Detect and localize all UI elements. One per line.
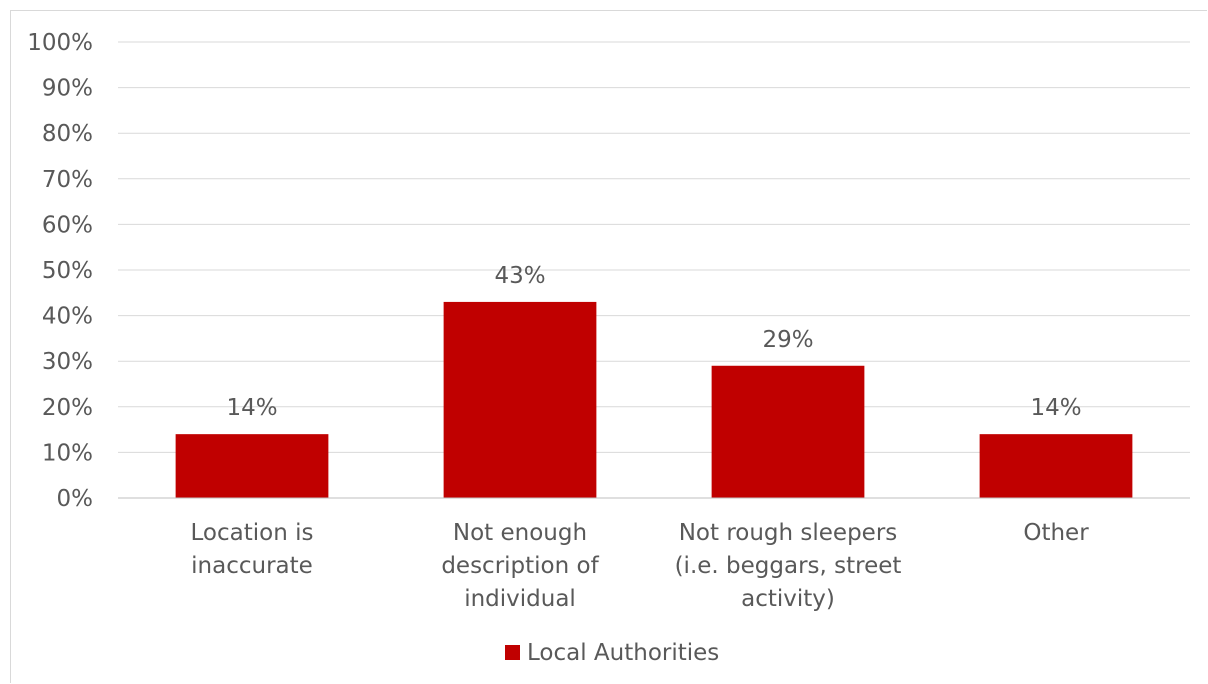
x-category-label-line: Location is (191, 520, 314, 546)
y-tick-label: 10% (42, 440, 93, 466)
legend-swatch (505, 645, 520, 660)
data-label: 14% (1030, 395, 1081, 421)
chart-frame (10, 10, 1207, 683)
y-tick-label: 20% (42, 395, 93, 421)
legend: Local Authorities (505, 640, 719, 666)
y-tick-label: 40% (42, 304, 93, 330)
bar (979, 434, 1133, 498)
y-axis-tick-labels: 0% 10% 20% 30% 40% 50% 60% 70% 80% 90% 100% (27, 30, 93, 512)
y-tick-label: 30% (42, 349, 93, 375)
x-category-label: Other (1023, 520, 1089, 546)
x-category-label-line: (i.e. beggars, street (675, 553, 902, 579)
y-tick-label: 50% (42, 258, 93, 284)
bars (175, 301, 1133, 498)
x-category-label: Not enough description of individual (441, 520, 599, 612)
x-category-label-line: inaccurate (191, 553, 313, 579)
bar (711, 365, 865, 498)
bar (443, 301, 597, 498)
y-tick-label: 0% (57, 486, 94, 512)
x-category-label-line: Other (1023, 520, 1089, 546)
data-label: 14% (226, 395, 277, 421)
y-tick-label: 70% (42, 167, 93, 193)
legend-label-local-authorities: Local Authorities (527, 640, 719, 666)
bar (175, 434, 329, 498)
data-labels: 14% 43% 29% 14% (226, 263, 1081, 421)
x-category-label-line: description of (441, 553, 599, 579)
y-tick-label: 80% (42, 121, 93, 147)
x-category-label-line: individual (464, 586, 576, 612)
x-category-label-line: activity) (741, 586, 835, 612)
data-label: 29% (762, 327, 813, 353)
x-axis-category-labels: Location is inaccurate Not enough descripti… (191, 520, 1090, 612)
data-label: 43% (494, 263, 545, 289)
y-tick-label: 60% (42, 212, 93, 238)
y-tick-label: 100% (27, 30, 93, 56)
x-category-label: Not rough sleepers (i.e. beggars, street a… (675, 520, 902, 612)
gridlines (118, 41, 1190, 453)
y-tick-label: 90% (42, 76, 93, 102)
x-category-label: Location is inaccurate (191, 520, 314, 579)
x-category-label-line: Not rough sleepers (679, 520, 898, 546)
x-category-label-line: Not enough (453, 520, 587, 546)
